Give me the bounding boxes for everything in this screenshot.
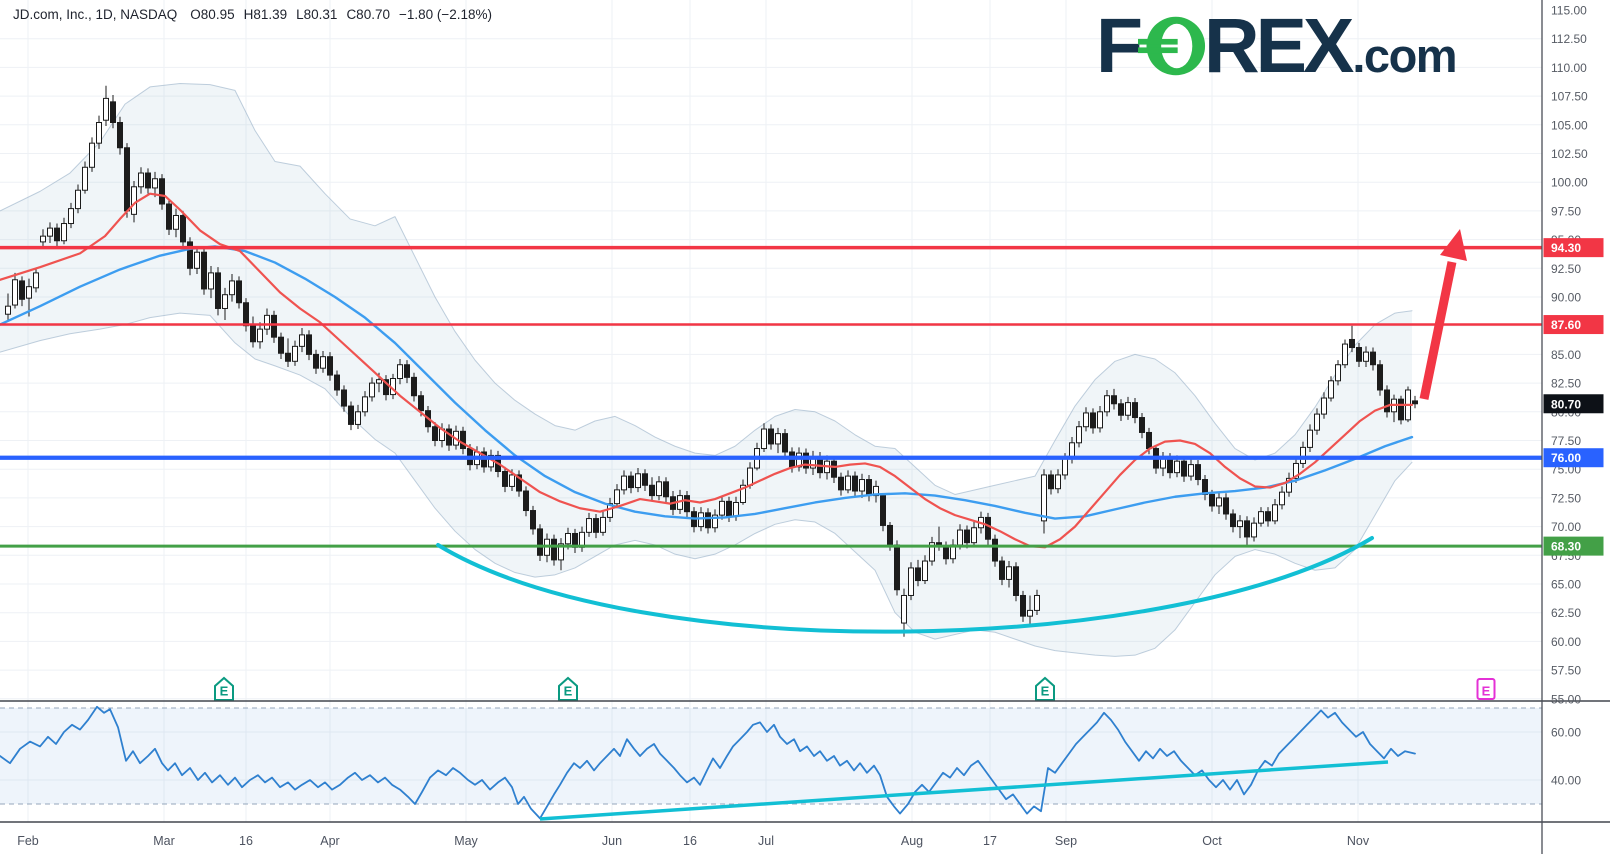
svg-text:92.50: 92.50 [1551, 262, 1581, 276]
earnings-icon[interactable]: E [1476, 678, 1496, 700]
svg-text:72.50: 72.50 [1551, 491, 1581, 505]
change-value: −1.80 (−2.18%) [398, 7, 493, 22]
svg-text:60.00: 60.00 [1551, 726, 1581, 740]
svg-text:107.50: 107.50 [1551, 90, 1588, 104]
svg-text:16: 16 [239, 834, 253, 848]
earnings-icon[interactable]: E [214, 676, 234, 701]
price-badge [1543, 448, 1604, 468]
svg-text:Apr: Apr [320, 834, 339, 848]
ohlc-close: C80.70 [346, 7, 390, 22]
svg-text:55.00: 55.00 [1551, 692, 1581, 706]
svg-text:70.00: 70.00 [1551, 520, 1581, 534]
svg-text:82.50: 82.50 [1551, 377, 1581, 391]
svg-text:Nov: Nov [1347, 834, 1370, 848]
svg-text:115.00: 115.00 [1551, 4, 1587, 18]
bollinger-bands [0, 82, 1413, 657]
svg-text:Jun: Jun [602, 834, 622, 848]
svg-text:Mar: Mar [153, 834, 175, 848]
svg-text:77.50: 77.50 [1551, 434, 1581, 448]
svg-text:102.50: 102.50 [1551, 147, 1588, 161]
svg-text:40.00: 40.00 [1551, 774, 1581, 788]
svg-text:60.00: 60.00 [1551, 635, 1581, 649]
forex-logo-o-icon [1138, 16, 1206, 76]
svg-text:May: May [454, 834, 478, 848]
svg-text:Jul: Jul [758, 834, 774, 848]
earnings-icon[interactable]: E [558, 676, 578, 701]
support-resistance-lines[interactable] [0, 245, 1542, 548]
ohlc-high: H81.39 [243, 7, 288, 22]
svg-text:87.60: 87.60 [1551, 318, 1581, 332]
forex-logo-rex: REX [1204, 3, 1354, 89]
svg-text:80.70: 80.70 [1551, 397, 1581, 411]
time-axis[interactable]: Feb Mar 16 Apr May Jun 16 Jul Aug 17 Sep Oct Nov [17, 834, 1370, 848]
ohlc-open: O80.95 [190, 7, 235, 22]
svg-text:E: E [1041, 684, 1050, 699]
price-badge [1543, 394, 1604, 414]
price-badge [1543, 536, 1604, 556]
symbol-title[interactable]: JD.com, Inc., 1D, NASDAQ [13, 7, 178, 22]
ohlc-low: L80.31 [296, 7, 338, 22]
forex-logo-f: F [1096, 3, 1143, 89]
svg-text:Sep: Sep [1055, 834, 1077, 848]
svg-text:110.00: 110.00 [1551, 61, 1587, 75]
svg-text:E: E [564, 684, 573, 699]
svg-text:Feb: Feb [17, 834, 39, 848]
svg-text:65.00: 65.00 [1551, 578, 1581, 592]
price-axis[interactable]: 115.00 112.50 110.00 107.50 105.00 102.50 100.… [1551, 4, 1588, 788]
svg-text:112.50: 112.50 [1551, 32, 1587, 46]
earnings-icon[interactable]: E [1035, 676, 1055, 701]
svg-text:105.00: 105.00 [1551, 118, 1588, 132]
svg-text:17: 17 [983, 834, 997, 848]
saucer-pattern-drawing[interactable] [436, 536, 1374, 634]
price-badge [1543, 315, 1604, 335]
price-axis-badges: 94.30 87.60 76.00 68.30 80.70 [1543, 238, 1604, 556]
svg-text:94.30: 94.30 [1551, 241, 1581, 255]
rsi-pane[interactable] [0, 705, 1542, 821]
svg-text:E: E [220, 684, 229, 699]
projection-arrow[interactable] [1419, 229, 1467, 400]
svg-text:E: E [1482, 684, 1491, 699]
svg-text:90.00: 90.00 [1551, 291, 1581, 305]
svg-text:62.50: 62.50 [1551, 606, 1581, 620]
symbol-info-bar[interactable]: JD.com, Inc., 1D, NASDAQ O80.95 H81.39 L… [13, 7, 492, 22]
svg-text:57.50: 57.50 [1551, 664, 1581, 678]
svg-text:68.30: 68.30 [1551, 540, 1581, 554]
svg-text:Aug: Aug [901, 834, 923, 848]
svg-text:Oct: Oct [1202, 834, 1222, 848]
price-badge [1543, 238, 1604, 258]
forex-logo: F REX .com [1096, 3, 1458, 89]
svg-text:97.50: 97.50 [1551, 204, 1581, 218]
svg-text:16: 16 [683, 834, 697, 848]
forex-logo-com: .com [1352, 29, 1457, 82]
svg-text:85.00: 85.00 [1551, 348, 1581, 362]
moving-averages [0, 192, 1414, 549]
svg-text:100.00: 100.00 [1551, 176, 1588, 190]
svg-text:76.00: 76.00 [1551, 451, 1581, 465]
